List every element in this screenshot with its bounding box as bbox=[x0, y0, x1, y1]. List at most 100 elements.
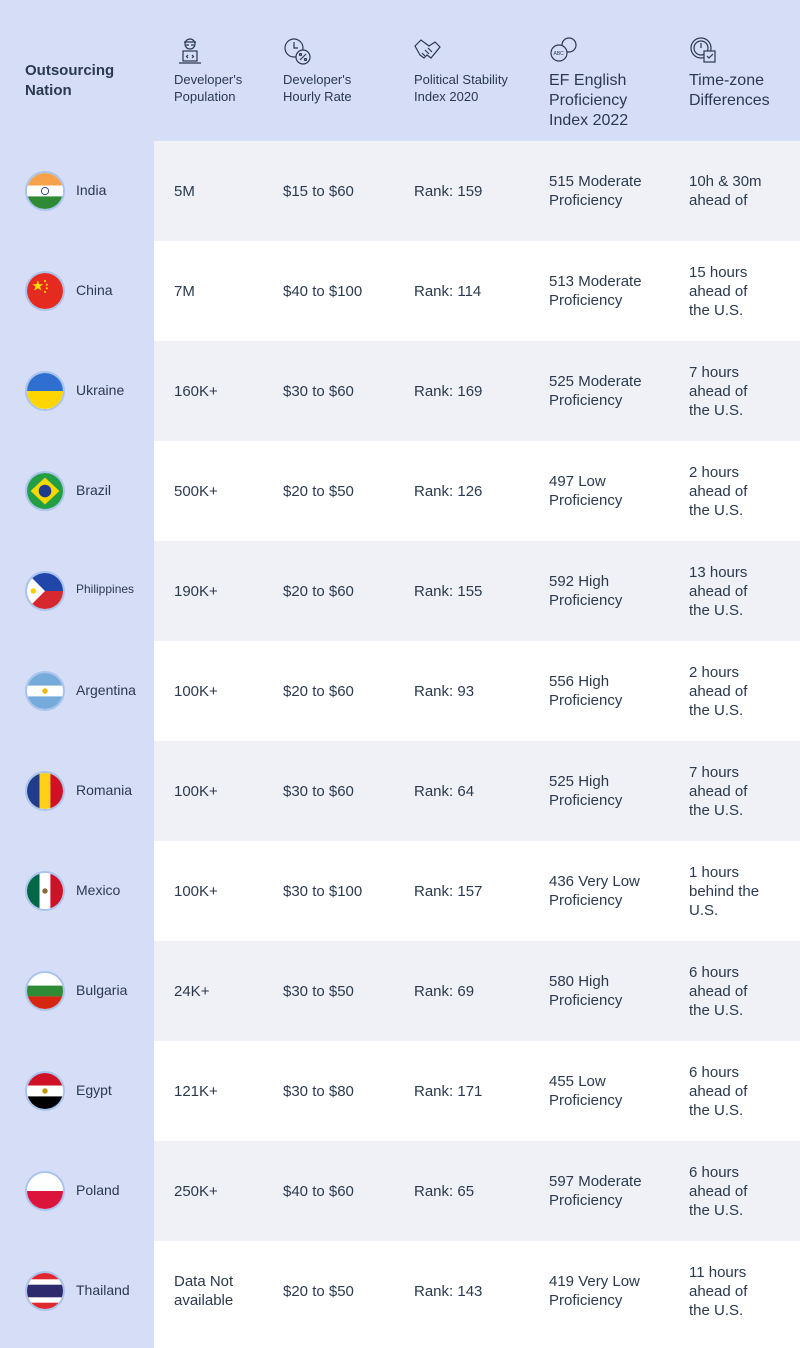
population-cell: 24K+ bbox=[174, 983, 210, 1000]
timezone-cell: 2 hours ahead of the U.S. bbox=[689, 464, 748, 519]
brazil-flag-icon bbox=[25, 471, 65, 511]
handshake-icon bbox=[414, 39, 441, 59]
population-cell: 100K+ bbox=[174, 783, 218, 800]
english-cell: 436 Very Low Proficiency bbox=[549, 873, 640, 909]
stability-cell: Rank: 155 bbox=[414, 583, 483, 600]
row-body bbox=[154, 541, 800, 641]
stability-cell: Rank: 169 bbox=[414, 383, 483, 400]
english-cell: 525 Moderate Proficiency bbox=[549, 373, 642, 409]
english-cell: 592 High Proficiency bbox=[549, 573, 623, 609]
population-cell: 5M bbox=[174, 183, 195, 200]
clock-percent-icon bbox=[284, 38, 311, 65]
stability-cell: Rank: 171 bbox=[414, 1083, 483, 1100]
row-body bbox=[154, 641, 800, 741]
country-name: Poland bbox=[76, 1182, 120, 1198]
population-cell: 190K+ bbox=[174, 583, 218, 600]
row-body bbox=[154, 941, 800, 1041]
header-rate: Developer's Hourly Rate bbox=[283, 72, 352, 104]
ukraine-flag-icon bbox=[25, 371, 65, 411]
timezone-cell: 7 hours ahead of the U.S. bbox=[689, 364, 748, 419]
english-cell: 580 High Proficiency bbox=[549, 973, 623, 1009]
country-name: Philippines bbox=[76, 582, 135, 596]
row-body bbox=[154, 741, 800, 841]
thailand-flag-icon bbox=[25, 1271, 65, 1311]
rate-cell: $30 to $60 bbox=[283, 783, 354, 800]
table-row: Brazil 500K+ $20 to $50 Rank: 126 497 Low Pr… bbox=[0, 441, 800, 541]
population-cell: Data Not available bbox=[174, 1273, 234, 1309]
philippines-flag-icon bbox=[25, 571, 65, 611]
population-cell: 160K+ bbox=[174, 383, 218, 400]
stability-cell: Rank: 65 bbox=[414, 1183, 475, 1200]
table-row: Argentina 100K+ $20 to $60 Rank: 93 556 High… bbox=[0, 641, 800, 741]
row-body bbox=[154, 1141, 800, 1241]
english-cell: 419 Very Low Proficiency bbox=[549, 1273, 640, 1309]
english-cell: 497 Low Proficiency bbox=[549, 473, 623, 509]
country-name: Romania bbox=[76, 782, 133, 798]
timezone-cell: 6 hours ahead of the U.S. bbox=[689, 964, 748, 1019]
bulgaria-flag-icon bbox=[25, 971, 65, 1011]
timezone-cell: 7 hours ahead of the U.S. bbox=[689, 764, 748, 819]
header-timezone: Time-zone Differences bbox=[689, 72, 770, 109]
population-cell: 250K+ bbox=[174, 1183, 218, 1200]
population-cell: 100K+ bbox=[174, 883, 218, 900]
stability-cell: Rank: 69 bbox=[414, 983, 475, 1000]
english-cell: 597 Moderate Proficiency bbox=[549, 1173, 642, 1209]
country-name: Argentina bbox=[76, 682, 136, 698]
header-nation: Outsourcing Nation bbox=[25, 62, 115, 99]
timezone-cell: 6 hours ahead of the U.S. bbox=[689, 1064, 748, 1119]
romania-flag-icon bbox=[25, 771, 65, 811]
header-population: Developer's Population bbox=[174, 72, 243, 104]
country-name: India bbox=[76, 182, 107, 198]
rate-cell: $20 to $60 bbox=[283, 683, 354, 700]
egypt-flag-icon bbox=[25, 1071, 65, 1111]
header-stability: Political Stability Index 2020 bbox=[414, 72, 508, 104]
mexico-flag-icon bbox=[25, 871, 65, 911]
rate-cell: $40 to $60 bbox=[283, 1183, 354, 1200]
row-body bbox=[154, 441, 800, 541]
english-cell: 515 Moderate Proficiency bbox=[549, 173, 642, 209]
population-cell: 500K+ bbox=[174, 483, 218, 500]
rate-cell: $30 to $100 bbox=[283, 883, 363, 900]
country-name: China bbox=[76, 282, 113, 298]
timezone-cell: 10h & 30m ahead of bbox=[689, 173, 762, 209]
timezone-cell: 2 hours ahead of the U.S. bbox=[689, 664, 748, 719]
row-body bbox=[154, 841, 800, 941]
table-row: Egypt 121K+ $30 to $80 Rank: 171 455 Low Pro… bbox=[0, 1041, 800, 1141]
rate-cell: $20 to $50 bbox=[283, 1283, 354, 1300]
english-cell: 556 High Proficiency bbox=[549, 673, 623, 709]
table-row: China 7M $40 to $100 Rank: 114 513 Moderate … bbox=[0, 241, 800, 341]
table-row: Mexico 100K+ $30 to $100 Rank: 157 436 Very … bbox=[0, 841, 800, 941]
stability-cell: Rank: 157 bbox=[414, 883, 483, 900]
country-name: Thailand bbox=[76, 1282, 130, 1298]
english-cell: 455 Low Proficiency bbox=[549, 1073, 623, 1109]
table-row: Philippines 190K+ $20 to $60 Rank: 155 592 H… bbox=[0, 541, 800, 641]
row-body bbox=[154, 241, 800, 341]
country-name: Brazil bbox=[76, 482, 112, 498]
svg-text:ABC: ABC bbox=[554, 51, 565, 57]
table-header: Outsourcing Nation Developer's Populatio… bbox=[0, 0, 800, 141]
country-name: Ukraine bbox=[76, 382, 125, 398]
row-body bbox=[154, 1241, 800, 1348]
timezone-cell: 6 hours ahead of the U.S. bbox=[689, 1164, 748, 1219]
table-row: Bulgaria 24K+ $30 to $50 Rank: 69 580 High P… bbox=[0, 941, 800, 1041]
english-cell: 525 High Proficiency bbox=[549, 773, 623, 809]
stability-cell: Rank: 64 bbox=[414, 783, 475, 800]
rate-cell: $30 to $80 bbox=[283, 1083, 354, 1100]
developer-laptop-icon bbox=[179, 38, 201, 64]
stability-cell: Rank: 114 bbox=[414, 283, 482, 300]
timezone-cell: 13 hours ahead of the U.S. bbox=[689, 564, 748, 619]
table-row: Poland 250K+ $40 to $60 Rank: 65 597 Moderat… bbox=[0, 1141, 800, 1241]
row-body bbox=[154, 1041, 800, 1141]
english-cell: 513 Moderate Proficiency bbox=[549, 273, 642, 309]
table-row: Thailand Data Not available $20 to $50 Rank… bbox=[0, 1241, 800, 1348]
country-name: Egypt bbox=[76, 1082, 112, 1098]
rate-cell: $30 to $50 bbox=[283, 983, 354, 1000]
country-name: Mexico bbox=[76, 882, 121, 898]
table-row: Ukraine 160K+ $30 to $60 Rank: 169 525 Moder… bbox=[0, 341, 800, 441]
table-row: India 5M $15 to $60 Rank: 159 515 Moderate P… bbox=[0, 141, 800, 241]
rate-cell: $40 to $100 bbox=[283, 283, 363, 300]
country-name: Bulgaria bbox=[76, 982, 128, 998]
rate-cell: $15 to $60 bbox=[283, 183, 354, 200]
india-flag-icon bbox=[25, 171, 65, 211]
header-english: EF English Proficiency Index 2022 bbox=[549, 72, 629, 129]
